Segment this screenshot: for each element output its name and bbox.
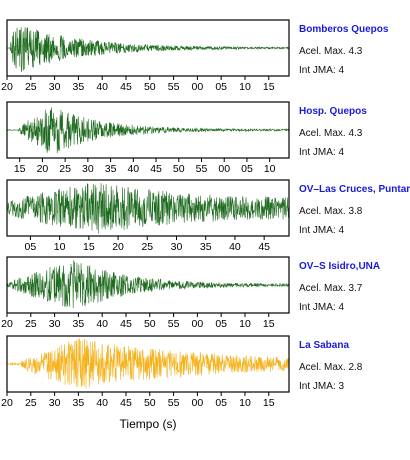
x-tick-label: 55 [196, 163, 208, 175]
x-tick-label: 35 [200, 241, 212, 253]
waveform-trace [6, 183, 290, 234]
panel-frame [6, 179, 290, 237]
x-tick-label: 20 [1, 318, 13, 330]
x-tick-label: 35 [73, 81, 85, 93]
x-tick-label: 15 [263, 81, 275, 93]
x-tick-label: 30 [49, 318, 61, 330]
panel-3: 05 10 15 20 25 30 35 40 45 OV–Las Cruces, Puntar A… [6, 179, 410, 253]
x-tick-label: 25 [25, 318, 37, 330]
x-tick-label: 50 [173, 163, 185, 175]
x-tick-label: 00 [192, 397, 204, 409]
x-tick-label: 15 [263, 397, 275, 409]
waveform-trace [6, 27, 290, 73]
jma-intensity-text: Int JMA: 4 [299, 225, 344, 236]
jma-intensity-text: Int JMA: 4 [299, 302, 344, 313]
station-name: OV–S Isidro,UNA [299, 261, 380, 272]
x-tick-label: 40 [96, 318, 108, 330]
x-tick-label: 40 [96, 397, 108, 409]
waveform-trace [6, 338, 290, 389]
x-tick-label: 20 [37, 163, 49, 175]
x-tick-label: 00 [192, 318, 204, 330]
x-tick-label: 55 [168, 397, 180, 409]
x-tick-label: 25 [141, 241, 153, 253]
x-tick-label: 15 [263, 318, 275, 330]
station-name: Bomberos Quepos [299, 24, 389, 35]
station-name: OV–Las Cruces, Puntar [299, 184, 410, 195]
x-tick-label: 55 [168, 81, 180, 93]
x-tick-label: 45 [150, 163, 162, 175]
x-tick-label: 45 [120, 81, 132, 93]
x-tick-label: 05 [215, 397, 227, 409]
x-tick-label: 20 [1, 397, 13, 409]
x-tick-label: 50 [144, 318, 156, 330]
panel-frame [6, 19, 290, 77]
station-name: Hosp. Quepos [299, 106, 367, 117]
x-tick-label: 10 [54, 241, 66, 253]
x-tick-label: 40 [127, 163, 139, 175]
x-tick-label: 10 [239, 318, 251, 330]
x-tick-label: 05 [25, 241, 37, 253]
waveform-trace [6, 260, 290, 309]
jma-intensity-text: Int JMA: 4 [299, 65, 344, 76]
x-tick-label: 15 [83, 241, 95, 253]
waveform-trace [6, 107, 290, 154]
x-tick-label: 30 [82, 163, 94, 175]
panel-1: 20 25 30 35 40 45 50 55 00 05 10 15 Bomberos Quepos A… [1, 19, 389, 93]
x-tick-label: 00 [218, 163, 230, 175]
x-tick-label: 30 [49, 397, 61, 409]
x-tick-label: 10 [264, 163, 276, 175]
x-tick-label: 40 [96, 81, 108, 93]
x-tick-label: 25 [25, 81, 37, 93]
x-tick-label: 05 [215, 81, 227, 93]
x-tick-label: 30 [171, 241, 183, 253]
x-tick-label: 25 [25, 397, 37, 409]
x-tick-label: 50 [144, 81, 156, 93]
panel-4: 20 25 30 35 40 45 50 55 00 05 10 15 OV–S Isidro,UNA A… [1, 256, 380, 330]
x-tick-label: 50 [144, 397, 156, 409]
x-tick-label: 45 [120, 397, 132, 409]
x-tick-label: 10 [239, 397, 251, 409]
panel-2: 15 20 25 30 35 40 45 50 55 00 05 10 Hosp. Quepos Acel… [6, 101, 367, 175]
x-tick-label: 40 [229, 241, 241, 253]
panel-frame [6, 256, 290, 314]
x-tick-label: 25 [59, 163, 71, 175]
station-name: La Sabana [299, 340, 349, 351]
panel-frame [6, 335, 290, 393]
x-tick-label: 35 [105, 163, 117, 175]
x-tick-label: 05 [241, 163, 253, 175]
x-tick-label: 45 [120, 318, 132, 330]
accel-max-text: Acel. Max. 2.8 [299, 362, 363, 373]
x-tick-label: 55 [168, 318, 180, 330]
accel-max-text: Acel. Max. 4.3 [299, 46, 363, 57]
accel-max-text: Acel. Max. 4.3 [299, 128, 363, 139]
x-axis-label: Tiempo (s) [120, 417, 177, 431]
x-tick-label: 00 [192, 81, 204, 93]
x-tick-label: 20 [112, 241, 124, 253]
panel-5: 20 25 30 35 40 45 50 55 00 05 10 15 La Sabana Acel. M… [1, 335, 363, 409]
x-tick-label: 10 [239, 81, 251, 93]
panel-frame [6, 101, 290, 159]
x-tick-label: 20 [1, 81, 13, 93]
x-tick-label: 30 [49, 81, 61, 93]
jma-intensity-text: Int JMA: 3 [299, 381, 344, 392]
x-tick-label: 35 [73, 397, 85, 409]
accel-max-text: Acel. Max. 3.8 [299, 206, 363, 217]
x-tick-label: 15 [14, 163, 26, 175]
accel-max-text: Acel. Max. 3.7 [299, 283, 363, 294]
x-tick-label: 35 [73, 318, 85, 330]
jma-intensity-text: Int JMA: 4 [299, 147, 344, 158]
panels: 20 25 30 35 40 45 50 55 00 05 10 15 Bomberos Quepos A… [1, 19, 410, 409]
x-tick-label: 45 [258, 241, 270, 253]
x-tick-label: 05 [215, 318, 227, 330]
